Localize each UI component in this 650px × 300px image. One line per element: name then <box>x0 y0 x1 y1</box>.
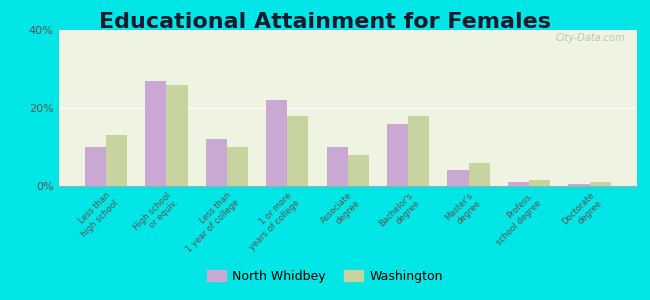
Bar <box>508 182 529 186</box>
Bar <box>568 184 590 186</box>
Bar <box>408 116 430 186</box>
Bar <box>227 147 248 186</box>
Bar <box>106 135 127 186</box>
Bar <box>166 85 188 186</box>
Bar <box>205 139 227 186</box>
Bar <box>145 81 166 186</box>
Bar <box>326 147 348 186</box>
Text: Educational Attainment for Females: Educational Attainment for Females <box>99 12 551 32</box>
Bar <box>469 163 490 186</box>
Bar <box>287 116 309 186</box>
Bar <box>447 170 469 186</box>
Bar <box>266 100 287 186</box>
Bar <box>348 155 369 186</box>
Bar <box>84 147 106 186</box>
Bar <box>529 180 551 186</box>
Legend: North Whidbey, Washington: North Whidbey, Washington <box>202 265 448 288</box>
Text: City-Data.com: City-Data.com <box>556 33 625 43</box>
Bar <box>387 124 408 186</box>
Bar <box>590 182 611 186</box>
